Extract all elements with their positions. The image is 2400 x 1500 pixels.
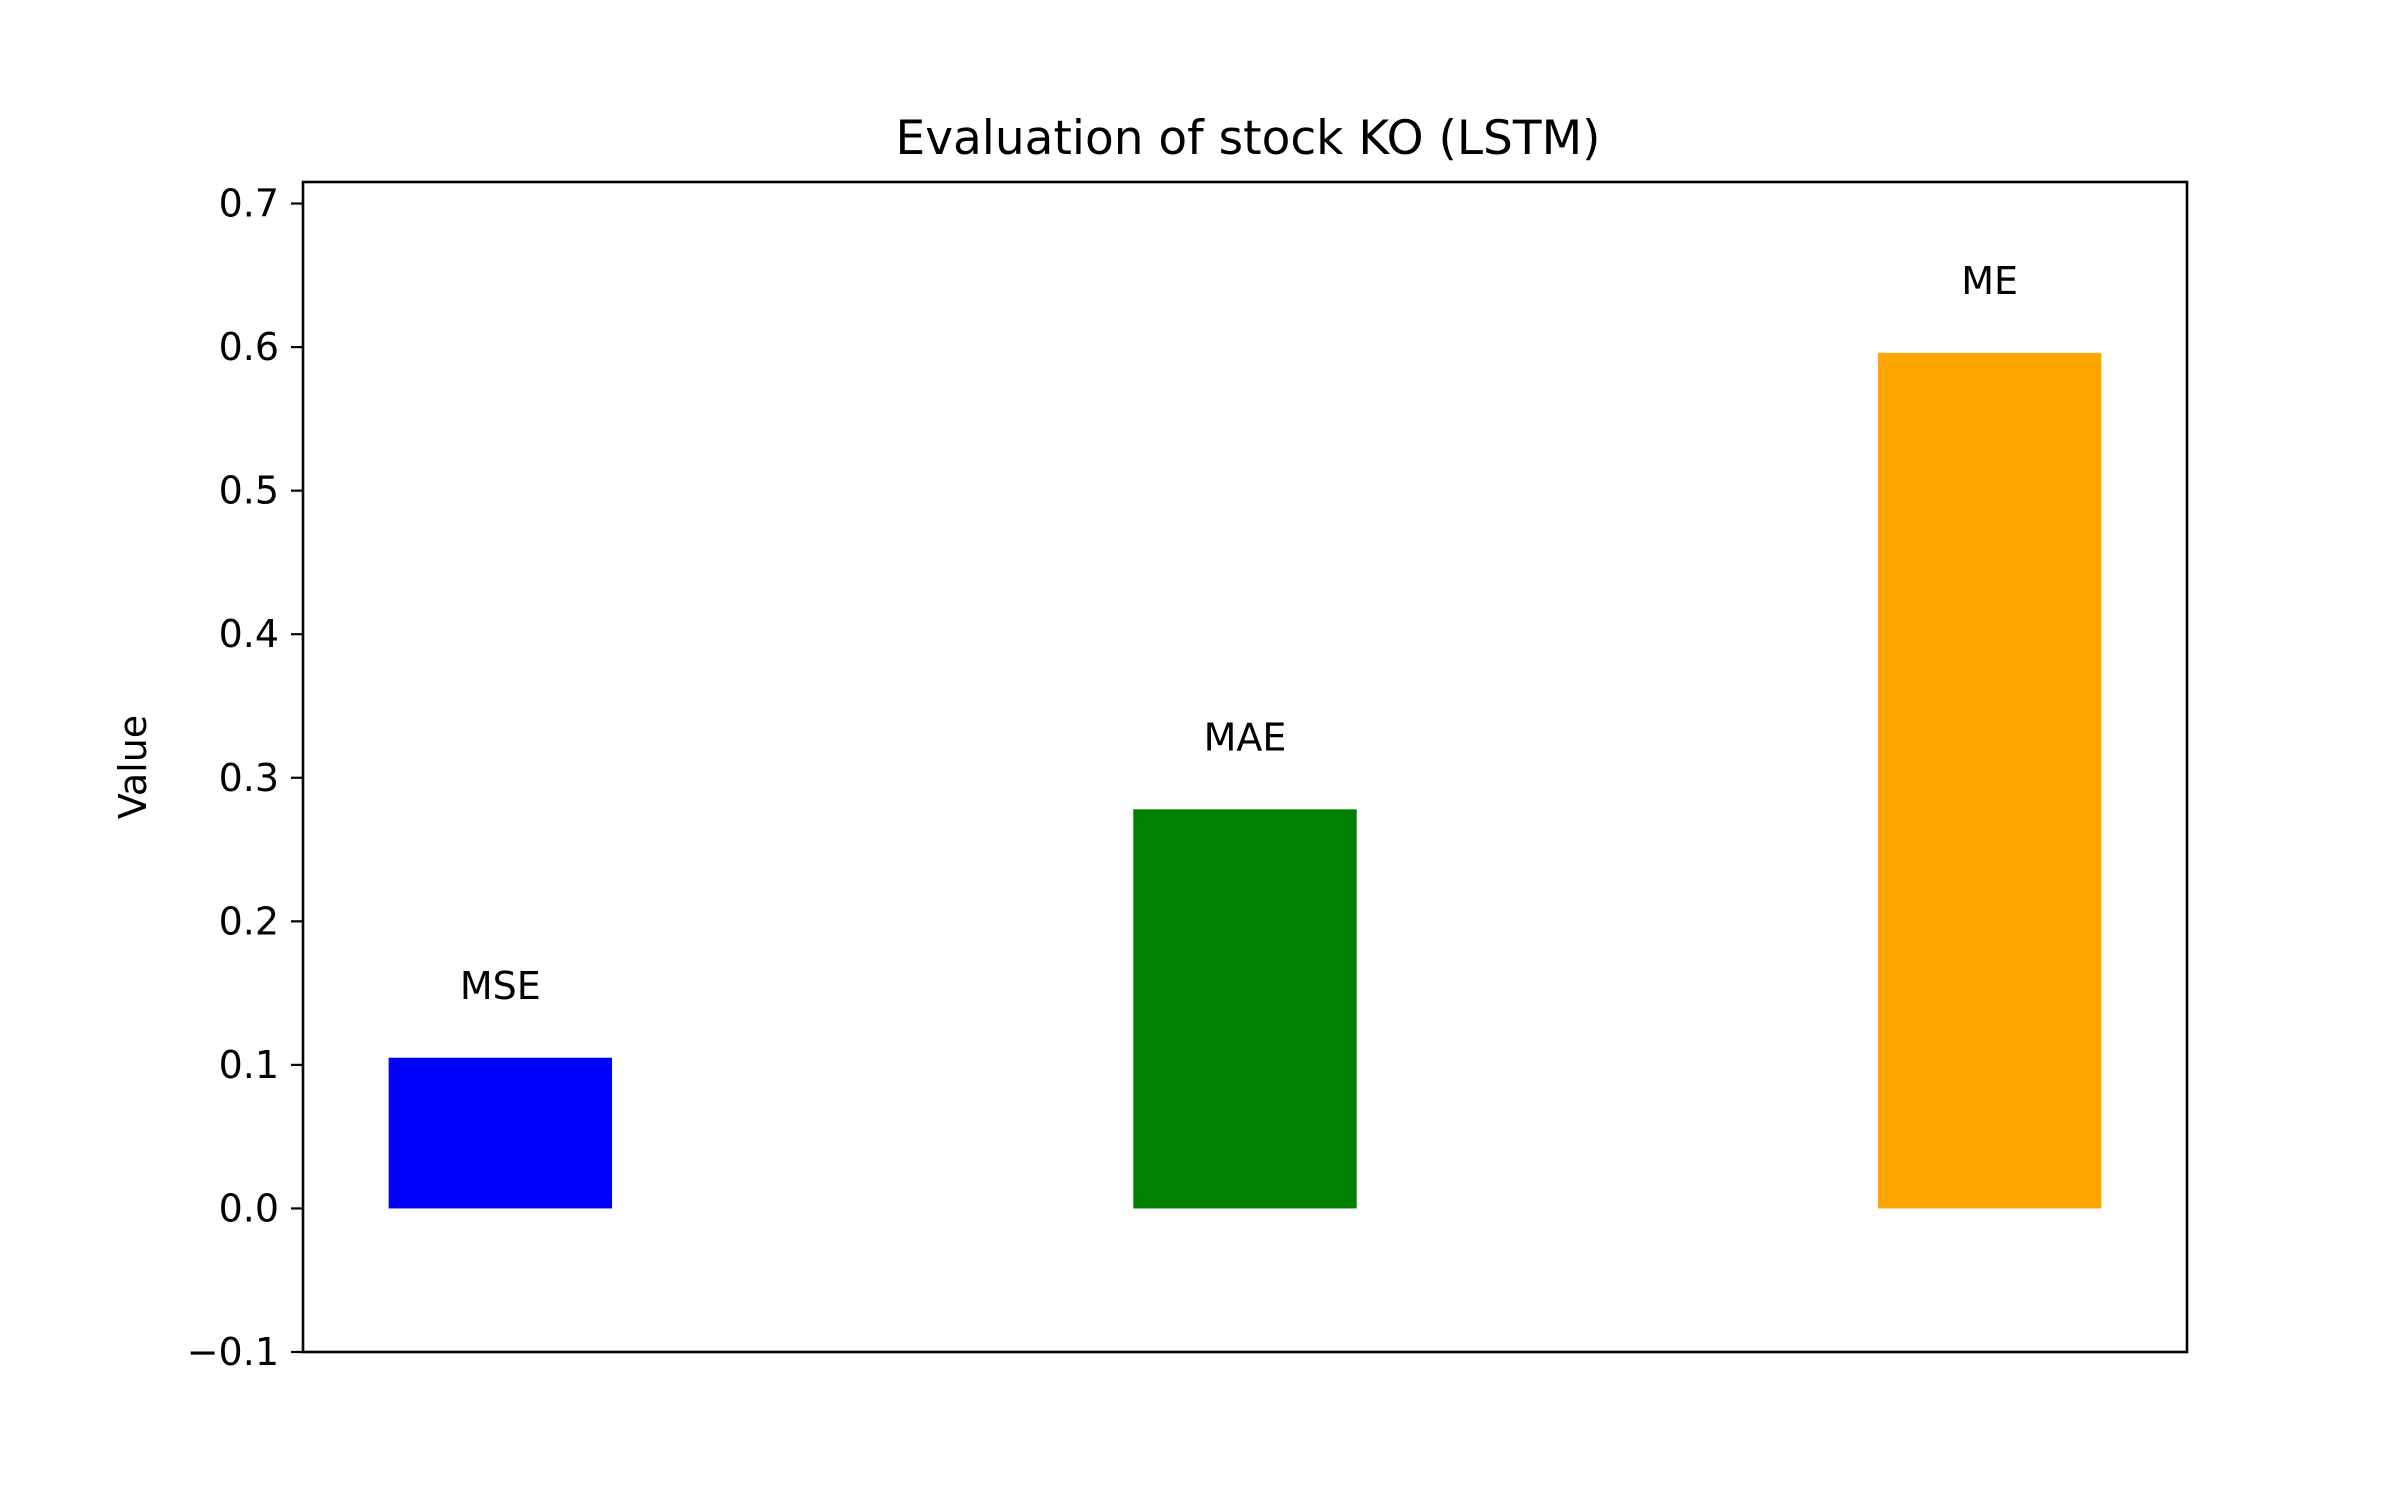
- plot-area-frame: [301, 180, 2189, 1354]
- y-tick-label: 0.4: [219, 612, 279, 656]
- y-axis-label: Value: [111, 715, 155, 819]
- chart-title: Evaluation of stock KO (LSTM): [896, 111, 1601, 166]
- y-tick-label: −0.1: [187, 1330, 279, 1374]
- bar-label-me: ME: [1961, 259, 2018, 303]
- bar-label-mae: MAE: [1204, 716, 1287, 760]
- y-axis-ticks: −0.1 0.0 0.1 0.2 0.3 0.4 0.5 0.6 0.7: [187, 182, 303, 1374]
- bars-layer: [388, 352, 2102, 1209]
- y-tick-label: 0.0: [219, 1186, 279, 1230]
- y-tick-label: 0.1: [219, 1043, 279, 1087]
- y-tick-label: 0.2: [219, 899, 279, 943]
- y-tick-label: 0.7: [219, 182, 279, 226]
- bar-labels-layer: MSE MAE ME: [460, 259, 2018, 1008]
- bar-label-mse: MSE: [460, 964, 541, 1008]
- y-tick-label: 0.5: [219, 469, 279, 513]
- y-tick-label: 0.3: [219, 756, 279, 800]
- bar-mae: [1133, 809, 1357, 1209]
- bar-mse: [388, 1057, 613, 1209]
- y-tick-label: 0.6: [219, 325, 279, 369]
- bar-me: [1877, 352, 2102, 1209]
